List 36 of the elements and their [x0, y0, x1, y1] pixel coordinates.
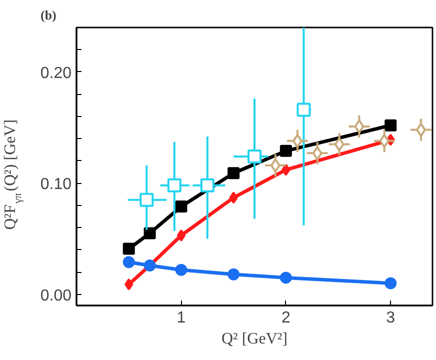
x-tick-label: 1: [176, 310, 186, 326]
point: [248, 149, 262, 164]
point: [200, 178, 214, 192]
point: [280, 144, 292, 157]
point: [175, 200, 188, 213]
point: [122, 242, 135, 255]
point: [296, 102, 311, 117]
y-axis-title: Q²Fγπ(Q²) [GeV]: [2, 119, 24, 230]
x-tick-label: 3: [386, 310, 396, 326]
chart-title: (b): [40, 8, 56, 22]
point: [228, 268, 240, 280]
point: [140, 192, 154, 207]
x-tick-label: 2: [281, 310, 290, 326]
y-tick-label: 0.10: [40, 176, 72, 194]
point: [229, 192, 238, 204]
point: [228, 167, 240, 180]
point: [384, 277, 397, 290]
y-tick-label: 0.20: [40, 64, 72, 82]
point: [167, 178, 182, 192]
point: [334, 137, 344, 152]
x-axis-title: Q² [GeV²]: [221, 330, 288, 348]
point: [282, 164, 290, 176]
point: [144, 227, 156, 240]
point: [176, 229, 186, 242]
point: [122, 256, 135, 268]
point: [384, 119, 397, 132]
point: [175, 264, 188, 276]
point: [292, 134, 302, 148]
point: [312, 146, 322, 160]
point: [124, 278, 134, 290]
point: [379, 134, 390, 148]
point: [270, 158, 280, 172]
point: [354, 119, 364, 134]
point: [416, 122, 426, 137]
point: [280, 272, 292, 284]
y-tick-label: 0.00: [40, 287, 72, 304]
